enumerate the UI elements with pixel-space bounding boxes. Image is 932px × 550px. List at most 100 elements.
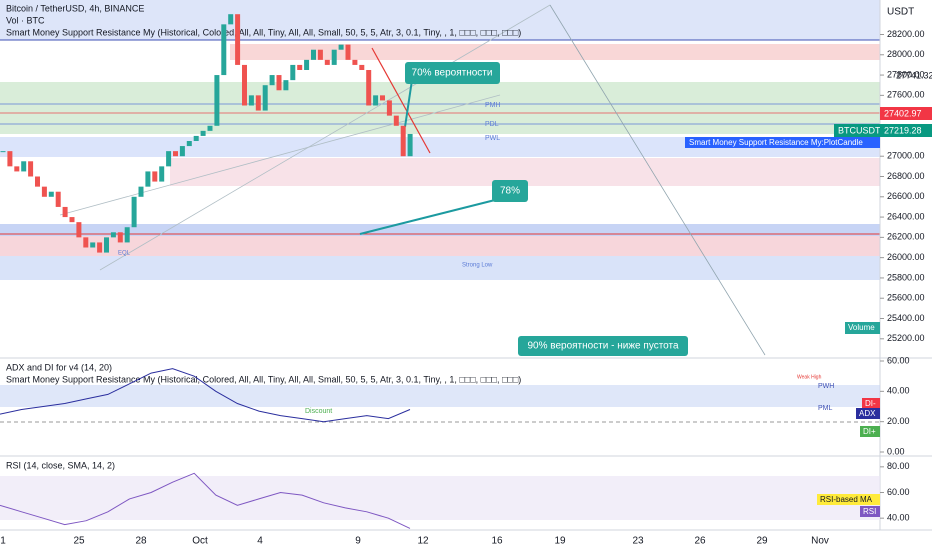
candle: [131, 196, 137, 228]
volume-label: Vol · BTC: [6, 15, 45, 25]
rsi-title: RSI (14, close, SMA, 14, 2): [6, 460, 115, 470]
candle: [235, 14, 241, 65]
adx-tag: [856, 408, 880, 419]
y-tick-label: 25200.00: [887, 333, 925, 343]
x-tick-label: 29: [756, 536, 768, 547]
zone: [0, 0, 880, 40]
callout: [405, 62, 500, 84]
symbol-tag-text: BTCUSDT: [838, 125, 881, 135]
zone-label: Strong Low: [462, 263, 493, 269]
zone: [0, 236, 880, 256]
rsi-band: [0, 476, 880, 520]
candle: [179, 146, 185, 157]
candle: [7, 151, 13, 167]
symbol: Bitcoin / TetherUSD, 4h, BINANCE: [6, 3, 144, 13]
candle: [35, 176, 40, 187]
plot-tag: [685, 137, 880, 148]
callout-text: 70% вероятности: [412, 68, 493, 79]
x-tick-label: 25: [73, 536, 85, 547]
y-tick-label: 26800.00: [887, 171, 925, 181]
candle: [69, 217, 75, 223]
y-tick-label: 28000.00: [887, 49, 925, 59]
candle: [311, 49, 316, 60]
candle: [83, 237, 89, 248]
candle: [366, 69, 372, 106]
zone-label: EQL: [118, 251, 131, 257]
rsi-line: [0, 472, 411, 529]
candle: [90, 242, 96, 248]
zone: [0, 82, 880, 134]
candle: [221, 24, 227, 76]
candle: [97, 242, 103, 253]
zone: [230, 44, 880, 60]
candle: [262, 85, 268, 111]
y-tick-label: 40.00: [887, 386, 910, 396]
volume-tag: [845, 322, 880, 334]
channel: [99, 4, 551, 271]
candle: [110, 232, 116, 238]
x-tick-label: 9: [355, 536, 361, 547]
di-tag: [860, 426, 880, 437]
y-tick-label: 25800.00: [887, 272, 925, 282]
ma-tag-text: RSI-based MA: [820, 495, 873, 504]
candle: [352, 59, 358, 65]
symbol-tag: [834, 124, 880, 137]
arrow: [359, 199, 496, 235]
candle: [124, 227, 130, 243]
y-tick-label: 60.00: [887, 487, 910, 497]
x-tick-label: Oct: [192, 536, 208, 547]
y-tick-label: 26400.00: [887, 211, 925, 221]
y-tick-label: 25400.00: [887, 313, 925, 323]
callout: [518, 336, 688, 356]
candle: [359, 64, 365, 70]
candle: [324, 59, 330, 65]
candle: [228, 14, 234, 25]
y-tick-label: 27800.00: [887, 69, 925, 79]
candle: [297, 64, 303, 70]
adx-indicator: Smart Money Support Resistance My (Histo…: [6, 374, 521, 384]
candle: [386, 100, 392, 116]
y-tick-label: 0.00: [887, 446, 905, 456]
candle: [338, 44, 344, 50]
candle: [173, 151, 178, 157]
candle: [407, 133, 413, 157]
candle: [138, 186, 144, 197]
x-tick-label: 1: [0, 536, 6, 547]
channel: [549, 4, 766, 356]
candle: [62, 206, 68, 218]
zone: [0, 385, 880, 407]
y-tick-label: 20.00: [887, 416, 910, 426]
candle: [207, 125, 213, 131]
zone-label: PDL: [485, 121, 499, 128]
adx-title: ADX and DI for v4 (14, 20): [6, 362, 112, 372]
trend-line: [371, 47, 431, 154]
channel: [59, 94, 501, 216]
rsi-tag: [860, 506, 880, 517]
y-tick-label: 26200.00: [887, 232, 925, 242]
candle: [331, 49, 337, 65]
plot-tag-text: Smart Money Support Resistance My:PlotCa…: [689, 138, 863, 147]
candle: [317, 49, 323, 60]
candle: [290, 64, 296, 81]
y-tick-label: 26600.00: [887, 191, 925, 201]
di-tag: [862, 398, 880, 409]
x-tick-label: 23: [632, 536, 644, 547]
candle: [55, 191, 61, 207]
arrow: [404, 79, 413, 128]
candle: [373, 95, 379, 106]
x-tick-label: 28: [135, 536, 147, 547]
y-tick-label: 80.00: [887, 461, 910, 471]
x-tick-label: 4: [257, 536, 263, 547]
candle: [186, 140, 192, 147]
y-tick-label: 40.00: [887, 513, 910, 523]
price-tag-text: 27219.28: [884, 125, 922, 135]
candle: [242, 64, 247, 106]
callout-text: 90% вероятности - ниже пустота: [527, 341, 679, 352]
candle: [345, 44, 351, 60]
x-tick-label: 26: [694, 536, 706, 547]
di-tag-text: DI+: [863, 427, 876, 436]
candle: [48, 191, 54, 197]
y-tick-label: 26000.00: [887, 252, 925, 262]
y-tick-label: 28200.00: [887, 29, 925, 39]
